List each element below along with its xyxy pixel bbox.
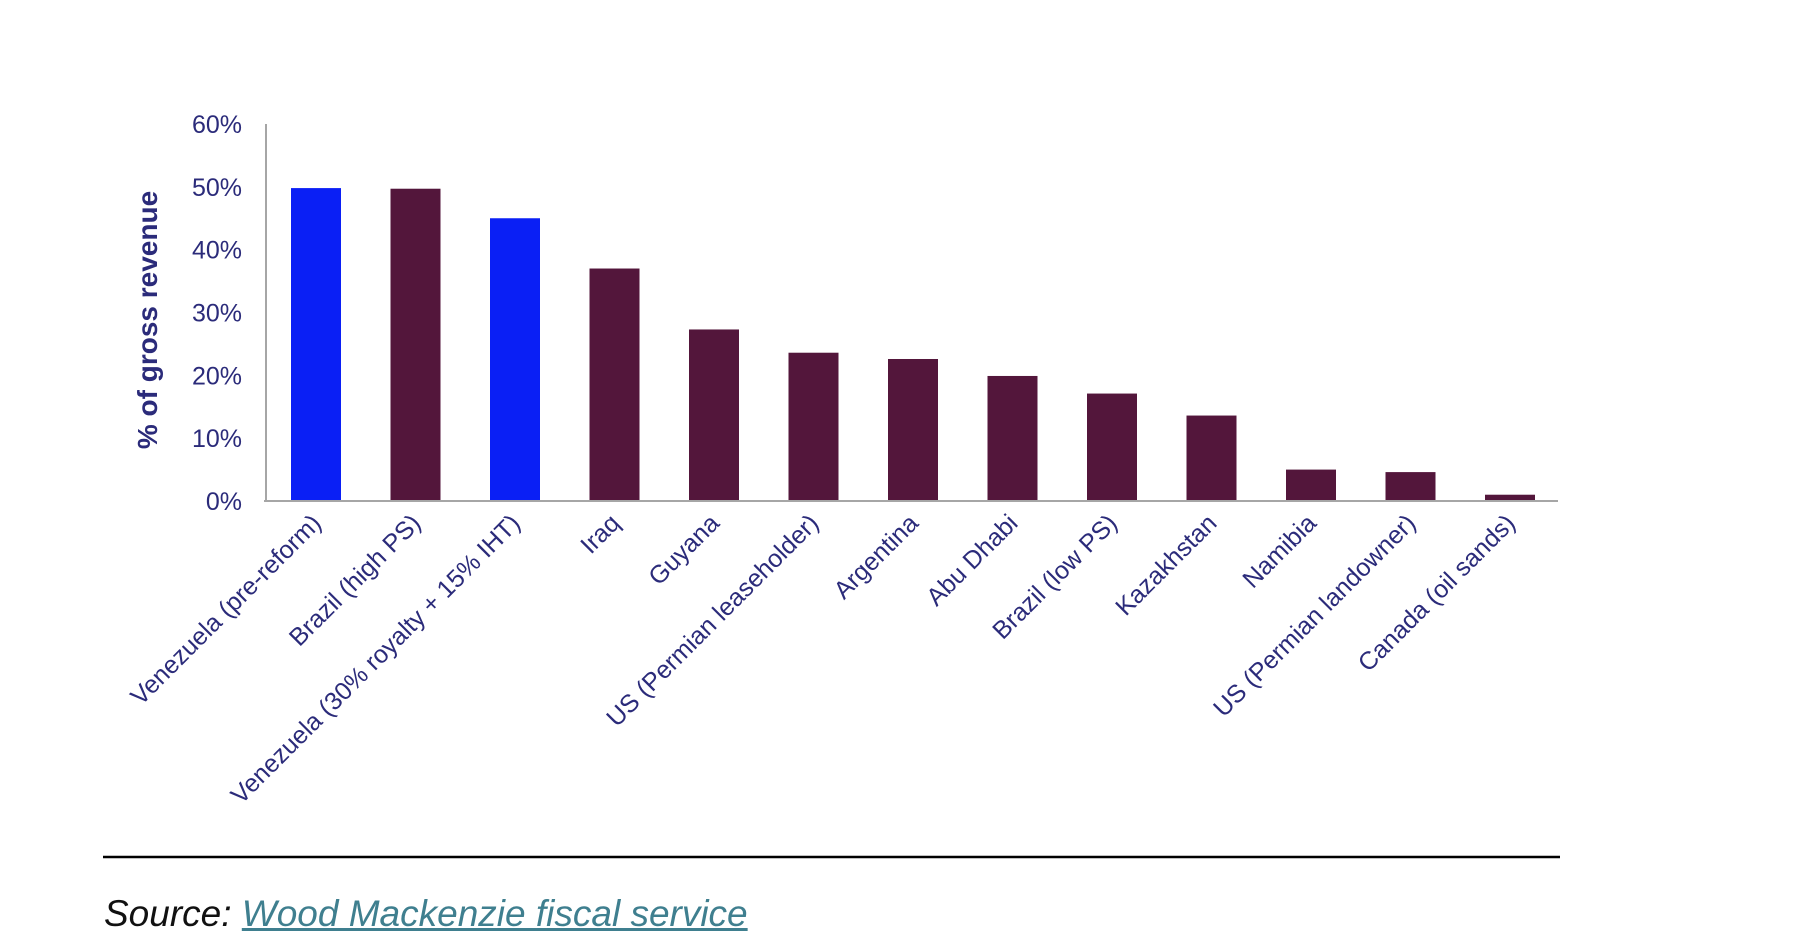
x-tick-label: Namibia <box>1237 509 1322 594</box>
x-tick-label: Kazakhstan <box>1110 509 1222 621</box>
x-tick-label: US (Permian leaseholder) <box>601 509 824 732</box>
source-prefix: Source: <box>104 893 242 934</box>
y-tick-label: 10% <box>192 425 242 453</box>
y-tick-label: 0% <box>206 488 242 516</box>
y-tick-label: 40% <box>192 237 242 265</box>
bar <box>888 358 938 501</box>
x-tick-label: Argentina <box>828 509 924 605</box>
x-tick-label: Guyana <box>643 509 725 591</box>
bar <box>1186 415 1237 501</box>
bar <box>1385 472 1436 501</box>
y-tick-labels: 0% 10% 20% 30% 40% 50% 60% <box>192 111 242 516</box>
bars-group <box>291 188 1535 502</box>
bar <box>1485 494 1535 501</box>
bar <box>987 375 1038 501</box>
bar <box>490 218 540 501</box>
bar <box>788 352 839 501</box>
x-tick-labels: Venezuela (pre-reform)Brazil (high PS)Ve… <box>125 509 1521 809</box>
bar <box>689 329 739 501</box>
y-tick-label: 50% <box>192 174 242 202</box>
y-tick-label: 30% <box>192 300 242 328</box>
x-tick-label: Abu Dhabi <box>921 509 1023 611</box>
source-link[interactable]: Wood Mackenzie fiscal service <box>241 893 748 934</box>
bar <box>390 188 441 502</box>
bar <box>1286 469 1336 501</box>
x-tick-label: US (Permian landowner) <box>1208 509 1421 722</box>
bar <box>1087 393 1137 501</box>
y-tick-label: 60% <box>192 111 242 139</box>
x-tick-label: Venezuela (pre-reform) <box>125 509 327 711</box>
bar <box>589 268 640 501</box>
source-note: Source: Wood Mackenzie fiscal service <box>104 893 748 935</box>
x-tick-label: Iraq <box>575 509 625 559</box>
y-tick-label: 20% <box>192 362 242 390</box>
bar <box>291 188 341 501</box>
y-axis-label: % of gross revenue <box>132 191 163 449</box>
